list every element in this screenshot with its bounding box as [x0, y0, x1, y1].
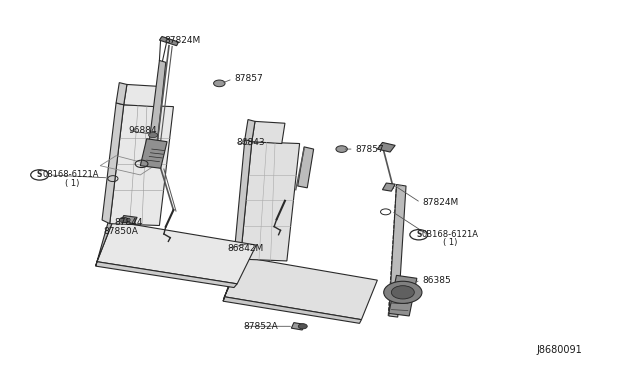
Polygon shape [159, 36, 179, 46]
Circle shape [298, 324, 307, 329]
Text: 87850A: 87850A [103, 227, 138, 235]
Text: 87824M: 87824M [164, 36, 200, 45]
Text: 87857: 87857 [234, 74, 263, 83]
Polygon shape [234, 140, 252, 259]
Text: ( 1): ( 1) [443, 238, 458, 247]
Polygon shape [140, 139, 167, 168]
Circle shape [336, 146, 348, 153]
Polygon shape [383, 183, 395, 191]
Circle shape [148, 132, 157, 138]
Text: S: S [416, 230, 422, 239]
Text: ( 1): ( 1) [65, 179, 79, 187]
Text: 87852A: 87852A [244, 322, 278, 331]
Polygon shape [389, 185, 406, 317]
Text: 87857: 87857 [355, 145, 384, 154]
Polygon shape [97, 221, 256, 284]
Polygon shape [378, 142, 395, 152]
Polygon shape [389, 275, 417, 316]
Text: 86843: 86843 [236, 138, 264, 147]
Text: 87824M: 87824M [422, 198, 458, 207]
Text: S: S [37, 170, 42, 179]
Circle shape [384, 281, 422, 304]
Text: J8680091: J8680091 [537, 345, 582, 355]
Text: 96884: 96884 [129, 126, 157, 135]
Polygon shape [102, 103, 124, 224]
Polygon shape [116, 83, 127, 105]
Polygon shape [245, 119, 255, 142]
Text: 86842M: 86842M [228, 244, 264, 253]
Polygon shape [291, 323, 305, 330]
Text: 0B168-6121A: 0B168-6121A [422, 230, 479, 239]
Polygon shape [252, 121, 285, 144]
Polygon shape [96, 221, 113, 266]
Circle shape [214, 80, 225, 87]
Circle shape [119, 217, 128, 222]
Polygon shape [149, 61, 166, 142]
Text: 86385: 86385 [422, 276, 451, 285]
Polygon shape [223, 297, 362, 323]
Polygon shape [225, 257, 378, 320]
Circle shape [392, 286, 414, 299]
Polygon shape [120, 215, 137, 224]
Polygon shape [298, 147, 314, 188]
Polygon shape [124, 84, 157, 107]
Polygon shape [241, 142, 300, 261]
Text: 87844: 87844 [115, 218, 143, 227]
Text: 08168-6121A: 08168-6121A [43, 170, 99, 179]
Polygon shape [109, 105, 173, 225]
Polygon shape [96, 262, 237, 288]
Polygon shape [223, 257, 243, 301]
